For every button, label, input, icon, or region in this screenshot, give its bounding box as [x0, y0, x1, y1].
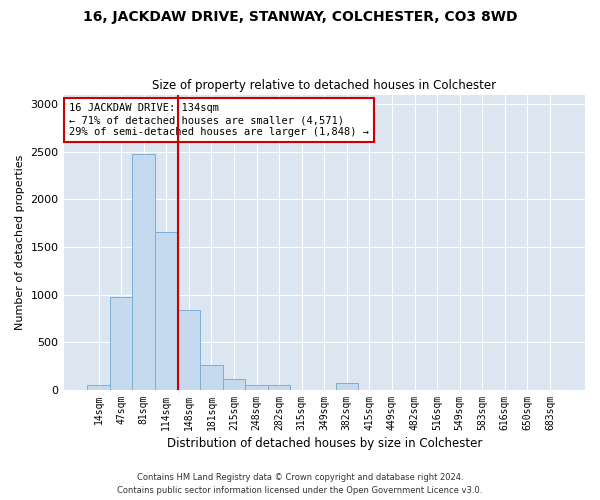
Bar — [87, 385, 110, 390]
Bar — [245, 384, 268, 390]
Bar — [110, 297, 133, 390]
Bar — [335, 384, 358, 390]
Bar — [133, 154, 155, 390]
Bar — [155, 232, 178, 390]
Text: 16 JACKDAW DRIVE: 134sqm
← 71% of detached houses are smaller (4,571)
29% of sem: 16 JACKDAW DRIVE: 134sqm ← 71% of detach… — [69, 104, 369, 136]
X-axis label: Distribution of detached houses by size in Colchester: Distribution of detached houses by size … — [167, 437, 482, 450]
Bar — [200, 364, 223, 390]
Text: 16, JACKDAW DRIVE, STANWAY, COLCHESTER, CO3 8WD: 16, JACKDAW DRIVE, STANWAY, COLCHESTER, … — [83, 10, 517, 24]
Text: Contains HM Land Registry data © Crown copyright and database right 2024.
Contai: Contains HM Land Registry data © Crown c… — [118, 474, 482, 495]
Bar — [178, 310, 200, 390]
Y-axis label: Number of detached properties: Number of detached properties — [15, 154, 25, 330]
Title: Size of property relative to detached houses in Colchester: Size of property relative to detached ho… — [152, 79, 496, 92]
Bar — [223, 379, 245, 390]
Bar — [268, 384, 290, 390]
